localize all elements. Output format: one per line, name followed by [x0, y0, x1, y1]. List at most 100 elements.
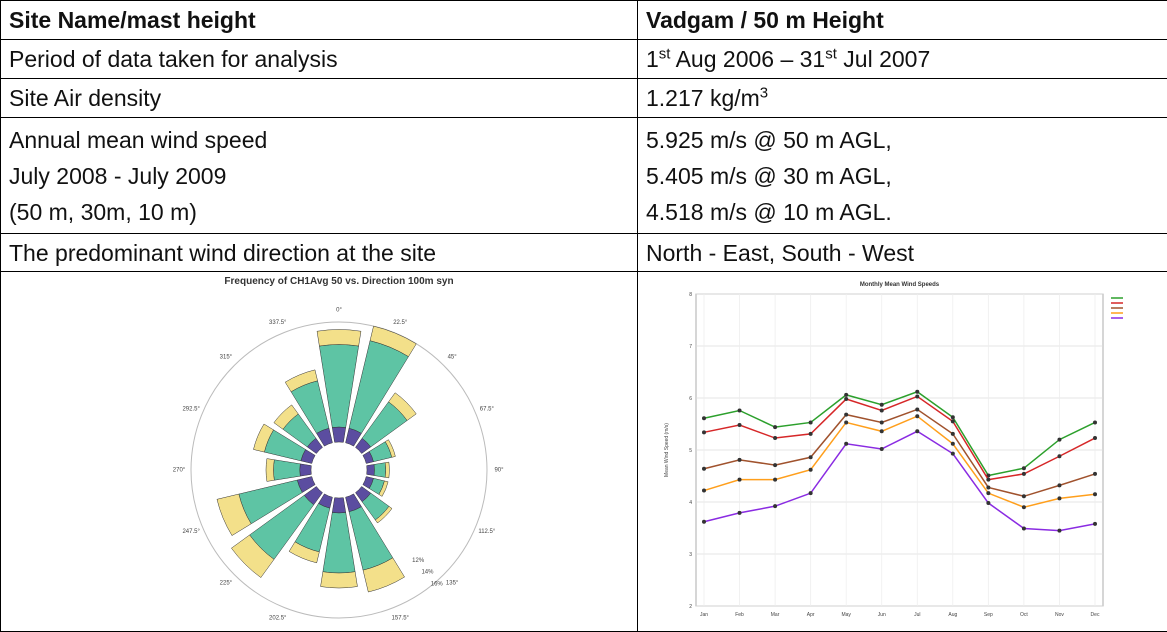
y-tick-label: 2: [689, 604, 692, 610]
point: [1093, 522, 1097, 526]
direction-label: 45°: [448, 354, 458, 360]
text: Aug 2006 – 31: [670, 46, 825, 72]
point: [915, 414, 919, 418]
rose-segment: [367, 464, 375, 475]
rose-segment: [374, 463, 386, 478]
series-line: [704, 431, 1095, 530]
point: [844, 413, 848, 417]
y-tick-label: 6: [689, 396, 692, 402]
point: [880, 420, 884, 424]
cell: Site Air density: [1, 79, 638, 118]
x-tick-label: Feb: [735, 612, 744, 618]
point: [1022, 494, 1026, 498]
point: [951, 419, 955, 423]
cell: 5.925 m/s @ 50 m AGL, 5.405 m/s @ 30 m A…: [638, 118, 1167, 234]
point: [738, 458, 742, 462]
line: July 2008 - July 2009: [9, 158, 629, 194]
point: [773, 463, 777, 467]
title: Monthly Mean Wind Speeds: [860, 282, 940, 288]
point: [915, 429, 919, 433]
point: [773, 504, 777, 508]
r-tick-label: 14%: [421, 570, 434, 576]
point: [1022, 466, 1026, 470]
direction-label: 247.5°: [182, 529, 200, 535]
point: [986, 501, 990, 505]
point: [809, 468, 813, 472]
point: [738, 423, 742, 427]
point: [773, 436, 777, 440]
direction-label: 157.5°: [392, 615, 410, 621]
cell: Vadgam / 50 m Height: [638, 1, 1167, 40]
title: Frequency of CH1Avg 50 vs. Direction 100…: [224, 276, 453, 287]
x-tick-label: Aug: [948, 612, 957, 618]
point: [951, 452, 955, 456]
point: [809, 491, 813, 495]
x-tick-label: Jun: [878, 612, 886, 618]
direction-label: 225°: [220, 581, 233, 587]
point: [702, 430, 706, 434]
rose-segment: [323, 512, 355, 573]
text: 1.217 kg/m: [646, 85, 760, 111]
cell: The predominant wind direction at the si…: [1, 234, 638, 272]
point: [773, 478, 777, 482]
point: [1057, 529, 1061, 533]
point: [809, 420, 813, 424]
point: [880, 403, 884, 407]
rose-segment: [349, 507, 393, 570]
rose-segment: [332, 498, 345, 513]
point: [1093, 420, 1097, 424]
direction-label: 292.5°: [182, 406, 200, 412]
y-tick-label: 4: [689, 500, 692, 506]
direction-label: 90°: [494, 468, 504, 474]
r-tick-label: 12%: [412, 558, 425, 564]
line: (50 m, 30m, 10 m): [9, 194, 629, 230]
x-tick-label: Dec: [1091, 612, 1100, 618]
superscript: 3: [760, 84, 768, 101]
point: [702, 467, 706, 471]
x-tick-label: Oct: [1020, 612, 1028, 618]
cell: Frequency of CH1Avg 50 vs. Direction 100…: [1, 272, 638, 632]
point: [1022, 472, 1026, 476]
direction-label: 135°: [446, 581, 459, 587]
point: [986, 491, 990, 495]
cell: Site Name/mast height: [1, 1, 638, 40]
point: [702, 416, 706, 420]
point: [986, 478, 990, 482]
point: [702, 489, 706, 493]
x-tick-label: Mar: [771, 612, 780, 618]
r-tick-label: 16%: [431, 581, 444, 587]
line: 5.405 m/s @ 30 m AGL,: [646, 158, 1159, 194]
text: 1: [646, 46, 659, 72]
point: [844, 393, 848, 397]
x-tick-label: Sep: [984, 612, 993, 618]
row: The predominant wind direction at the si…: [1, 234, 1167, 272]
series-line: [704, 416, 1095, 507]
point: [844, 442, 848, 446]
cell: North - East, South - West: [638, 234, 1167, 272]
superscript: st: [659, 45, 671, 62]
x-tick-label: Jul: [914, 612, 920, 618]
direction-label: 202.5°: [269, 615, 287, 621]
rose-segment: [266, 459, 274, 482]
cell: 1st Aug 2006 – 31st Jul 2007: [638, 40, 1167, 79]
x-tick-label: May: [841, 612, 851, 618]
point: [1022, 505, 1026, 509]
point: [951, 442, 955, 446]
point: [1093, 436, 1097, 440]
direction-label: 270°: [173, 468, 186, 474]
row: Site Name/mast height Vadgam / 50 m Heig…: [1, 1, 1167, 40]
x-tick-label: Jan: [700, 612, 708, 618]
y-tick-label: 5: [689, 448, 692, 454]
point: [1093, 492, 1097, 496]
point: [915, 390, 919, 394]
point: [951, 415, 955, 419]
row: Site Air density 1.217 kg/m3: [1, 79, 1167, 118]
direction-label: 315°: [220, 354, 233, 360]
rose-segment: [321, 572, 358, 588]
superscript: st: [825, 45, 837, 62]
direction-label: 0°: [336, 308, 342, 314]
rose-segment: [317, 330, 361, 347]
line: Annual mean wind speed: [9, 122, 629, 158]
row: Frequency of CH1Avg 50 vs. Direction 100…: [1, 272, 1167, 632]
point: [915, 394, 919, 398]
